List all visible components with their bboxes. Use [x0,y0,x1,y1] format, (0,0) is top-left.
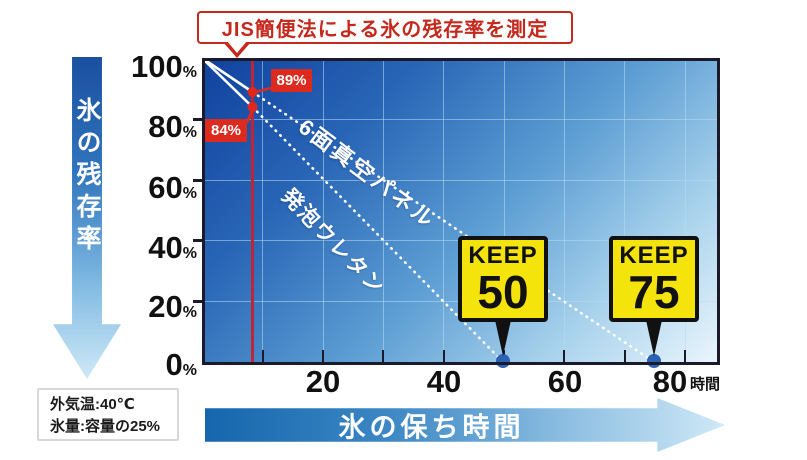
y-axis-arrow-icon: 氷の残存率 [53,57,121,379]
x-axis-arrow-label: 氷の保ち時間 [338,412,525,443]
urethane-end-dot-50h [496,354,510,368]
vacuum-line-solid [201,56,254,94]
bubble-tail-fill [227,41,247,53]
y-axis-label: 氷の残存率 [73,97,101,257]
plot-area: 6面真空パネル 発泡ウレタン 89% 84% KEEP 50 KEEP 75 [193,56,720,368]
y-tick-80: 80% [148,109,197,144]
condition-ambient-temp: 外気温:40℃ [50,396,135,413]
y-tickmark-40 [193,239,202,242]
x-tickmark-70 [624,350,626,363]
badge-89-percent: 89% [271,69,312,92]
x-tick-20: 20 [305,364,341,399]
condition-ice-volume: 氷量:容量の25% [50,418,161,435]
jis-measurement-line [251,58,254,365]
chart-title: JIS簡便法による氷の残存率を測定 [221,19,549,41]
keep-50-pointer-icon [495,320,511,356]
gridline-v-30 [383,58,384,365]
y-tick-60: 60% [148,170,197,205]
gridline-v-50 [504,58,505,365]
x-tickmark-10 [262,350,264,363]
x-tick-60: 60 [547,364,583,399]
gridline-h-80 [202,119,720,120]
x-tickmark-20 [322,350,324,363]
x-tickmark-60 [563,350,565,363]
test-conditions-box: 外気温:40℃ 氷量:容量の25% [37,388,179,441]
gridline-v-20 [323,58,324,365]
gridline-v-80 [685,58,686,365]
urethane-line-solid [201,57,254,108]
gridline-h-60 [202,180,720,181]
x-tickmark-40 [443,350,445,363]
urethane-marker-dot [247,102,258,112]
y-tick-100: 100% [131,49,197,84]
x-tickmark-30 [382,350,384,363]
y-tickmark-20 [193,300,202,303]
keep-50-sign: KEEP 50 [458,236,548,322]
x-tickmark-80 [684,350,686,363]
y-tickmark-60 [193,179,202,182]
urethane-line-dotted [251,105,505,364]
y-tickmark-80 [193,118,202,121]
y-tick-40: 40% [148,230,197,265]
x-tick-80: 80 [652,364,688,399]
keep-75-pointer-icon [646,320,662,356]
x-tick-40: 40 [426,364,462,399]
vacuum-line-dotted [251,90,656,364]
gridline-v-10 [262,58,263,365]
chart-title-bubble: JIS簡便法による氷の残存率を測定 [197,11,573,58]
connector-89 [254,86,272,94]
gridline-v-40 [443,58,444,365]
keep-75-sign: KEEP 75 [609,236,699,322]
y-tick-20: 20% [148,289,197,324]
vacuum-marker-dot [247,87,258,97]
y-tick-0: 0% [165,347,197,382]
x-axis-arrow-icon: 氷の保ち時間 [205,398,725,452]
badge-84-percent: 84% [205,119,247,142]
vacuum-end-dot-75h [647,354,661,368]
x-axis-unit: 時間 [690,376,721,393]
gridline-v-70 [624,58,625,365]
gridline-v-60 [564,58,565,365]
